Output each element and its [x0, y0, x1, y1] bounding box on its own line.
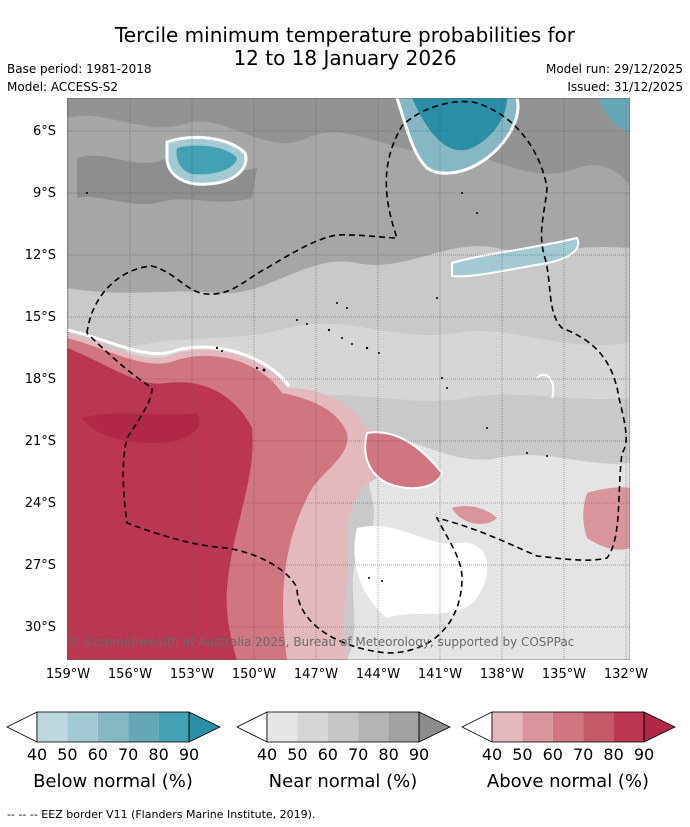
lat-label-15s: 15°S	[24, 310, 56, 325]
above-tick-50: 50	[512, 745, 533, 764]
issued-date: Issued: 31/12/2025	[567, 80, 683, 94]
lon-label-132w: 132°W	[603, 667, 649, 682]
legend-colorbars	[6, 711, 676, 743]
model-name: Model: ACCESS-S2	[7, 80, 119, 94]
below-tick-80: 80	[148, 745, 169, 764]
base-period: Base period: 1981-2018	[7, 62, 152, 76]
above-arrow-right	[643, 711, 676, 743]
below-arrow-left	[6, 711, 38, 743]
lat-label-12s: 12°S	[24, 248, 56, 263]
lat-label-27s: 27°S	[24, 558, 56, 573]
near-swatch-70	[358, 712, 389, 742]
eez-footnote: -- -- -- EEZ border V11 (Flanders Marine…	[7, 808, 316, 821]
below-tick-60: 60	[87, 745, 108, 764]
near-swatch-80	[388, 712, 419, 742]
above-normal-small-patch	[452, 506, 497, 524]
lat-label-24s: 24°S	[24, 496, 56, 511]
below-swatch-80	[158, 712, 189, 742]
above-normal-90-core	[82, 413, 200, 443]
near-swatch-50	[297, 712, 328, 742]
above-swatch-60	[552, 712, 584, 742]
near-tick-40: 40	[256, 745, 278, 764]
below-arrow-right	[188, 711, 221, 743]
legend-near-normal	[236, 711, 451, 743]
below-swatch-50	[67, 712, 98, 742]
near-arrow-right	[418, 711, 451, 743]
legend-title-above: Above normal (%)	[486, 771, 650, 792]
below-tick-90: 90	[178, 745, 200, 764]
below-swatch-60	[97, 712, 129, 742]
lat-label-9s: 9°S	[32, 186, 56, 201]
above-tick-70: 70	[573, 745, 594, 764]
lon-label-138w: 138°W	[479, 667, 525, 682]
above-tick-80: 80	[603, 745, 624, 764]
title-line-1: Tercile minimum temperature probabilitie…	[114, 23, 576, 47]
meta-left: Base period: 1981-2018 Model: ACCESS-S2	[7, 60, 152, 96]
lat-label-21s: 21°S	[24, 434, 56, 449]
chart-title: Tercile minimum temperature probabilitie…	[0, 24, 690, 70]
eez-border	[86, 100, 627, 654]
below-swatch-70	[128, 712, 159, 742]
below-normal-central-patch	[451, 236, 580, 278]
near-arrow-left	[236, 711, 268, 743]
legend-below-normal	[6, 711, 221, 743]
above-tick-40: 40	[481, 745, 503, 764]
above-tick-90: 90	[633, 745, 655, 764]
lon-label-159w: 159°W	[45, 667, 91, 682]
lon-label-141w: 141°W	[417, 667, 463, 682]
title-line-2: 12 to 18 January 2026	[233, 46, 457, 70]
near-tick-60: 60	[317, 745, 338, 764]
lon-label-150w: 150°W	[231, 667, 277, 682]
probability-map: © Commonwealth of Australia 2025, Bureau…	[67, 98, 630, 660]
meta-right: Model run: 29/12/2025 Issued: 31/12/2025	[546, 60, 683, 96]
white-patch-south	[354, 525, 488, 618]
below-normal-northeast	[597, 98, 630, 133]
above-swatch-40	[492, 712, 523, 742]
legend-title-below: Below normal (%)	[33, 771, 193, 792]
model-run: Model run: 29/12/2025	[545, 62, 683, 76]
above-swatch-80	[613, 712, 644, 742]
copyright-text: © Commonwealth of Australia 2025, Bureau…	[69, 635, 574, 649]
near-swatch-60	[327, 712, 359, 742]
above-tick-60: 60	[542, 745, 563, 764]
below-tick-50: 50	[57, 745, 78, 764]
map-gridlines	[67, 98, 630, 660]
lat-label-6s: 6°S	[32, 124, 56, 139]
lon-label-135w: 135°W	[541, 667, 587, 682]
legend-above-normal	[461, 711, 676, 743]
below-swatch-40	[37, 712, 68, 742]
lat-label-18s: 18°S	[24, 372, 56, 387]
above-swatch-50	[522, 712, 553, 742]
near-tick-90: 90	[408, 745, 430, 764]
islands	[86, 192, 548, 582]
lat-label-30s: 30°S	[24, 620, 56, 635]
above-swatch-70	[583, 712, 614, 742]
near-tick-70: 70	[348, 745, 369, 764]
below-normal-west-core	[176, 145, 237, 175]
near-swatch-40	[267, 712, 298, 742]
lon-label-153w: 153°W	[169, 667, 215, 682]
above-normal-east-patch	[583, 487, 630, 550]
above-arrow-left	[461, 711, 493, 743]
lon-label-147w: 147°W	[293, 667, 339, 682]
near-tick-80: 80	[378, 745, 399, 764]
below-tick-70: 70	[118, 745, 139, 764]
above-normal-central-patch	[364, 431, 444, 490]
below-tick-40: 40	[26, 745, 48, 764]
lon-label-156w: 156°W	[107, 667, 153, 682]
lon-label-144w: 144°W	[355, 667, 401, 682]
below-normal-north-core	[412, 98, 507, 151]
legend-title-near: Near normal (%)	[268, 771, 418, 792]
near-tick-50: 50	[287, 745, 308, 764]
